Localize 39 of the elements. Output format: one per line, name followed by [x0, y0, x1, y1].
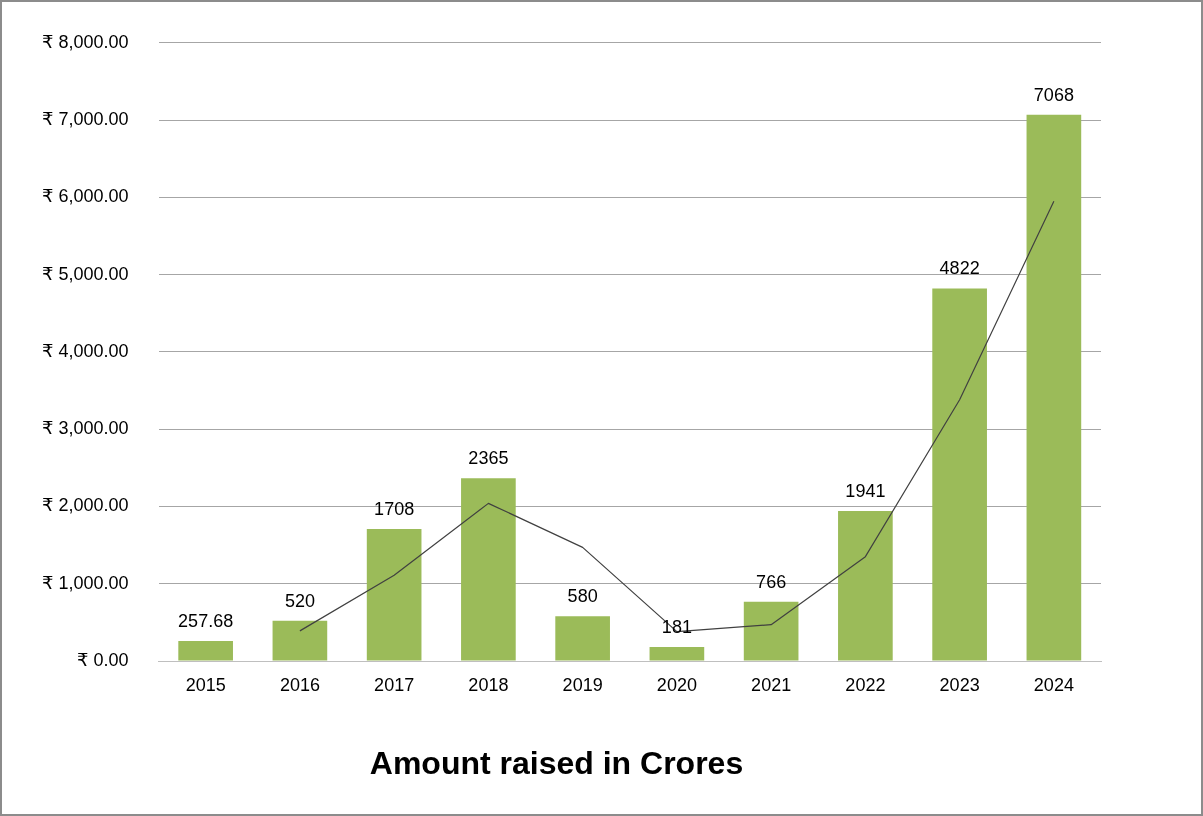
y-tick-label: ₹ 6,000.00	[41, 186, 129, 207]
x-tick-label: 2021	[751, 674, 792, 695]
bar	[272, 620, 328, 661]
y-tick-label: ₹ 4,000.00	[41, 340, 129, 361]
x-tick-label: 2019	[562, 674, 603, 695]
bar	[178, 641, 233, 661]
y-tick-label: ₹ 7,000.00	[41, 109, 129, 130]
bar	[649, 647, 705, 661]
bar	[932, 288, 987, 661]
bar	[366, 529, 422, 661]
x-tick-label: 2017	[374, 674, 415, 695]
y-tick-label: ₹ 0.00	[77, 649, 129, 670]
data-label: 1941	[845, 480, 886, 501]
data-label: 257.68	[178, 611, 234, 632]
y-tick-label: ₹ 3,000.00	[41, 418, 129, 439]
y-tick-label: ₹ 1,000.00	[41, 572, 129, 593]
x-tick-label: 2020	[656, 674, 697, 695]
x-tick-label: 2022	[845, 674, 886, 695]
x-tick-label: 2018	[468, 674, 509, 695]
text: Amount raised in Crores	[369, 744, 744, 781]
data-label: 580	[567, 586, 598, 607]
data-label: 7068	[1033, 84, 1074, 105]
y-tick-label: ₹ 8,000.00	[41, 31, 129, 52]
data-label: 1708	[374, 498, 415, 519]
bar	[555, 616, 610, 661]
x-tick-label: 2016	[279, 674, 320, 695]
data-label: 766	[756, 571, 787, 592]
bar	[1026, 114, 1082, 661]
x-tick-label: 2024	[1033, 674, 1074, 695]
x-tick-label: 2023	[939, 674, 980, 695]
y-tick-label: ₹ 2,000.00	[41, 495, 129, 516]
y-tick-label: ₹ 5,000.00	[41, 263, 129, 284]
bar	[743, 601, 799, 661]
data-label: 2365	[468, 448, 509, 469]
bar	[461, 478, 516, 661]
data-label: 520	[284, 590, 315, 611]
x-tick-label: 2015	[185, 674, 226, 695]
data-label: 4822	[939, 258, 980, 279]
bar	[838, 511, 893, 661]
